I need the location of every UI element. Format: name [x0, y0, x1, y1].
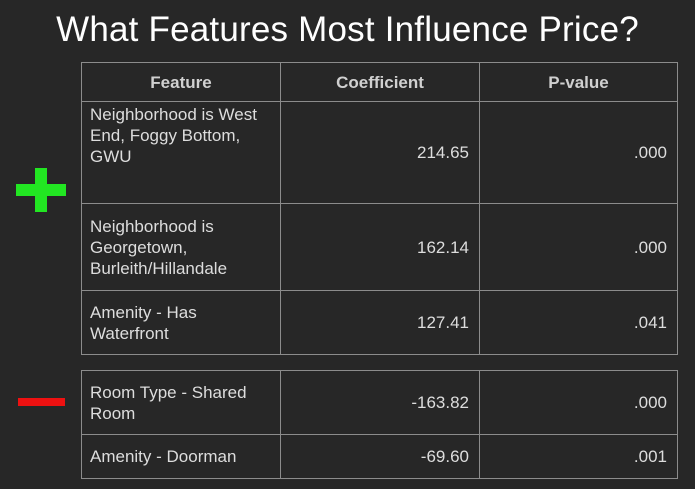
feature-cell: Neighborhood is Georgetown, Burleith/Hil…	[81, 203, 281, 291]
p-value-cell: .000	[479, 101, 678, 204]
header-p-value: P-value	[479, 62, 678, 102]
header-feature: Feature	[81, 62, 281, 102]
coefficient-cell: -163.82	[280, 370, 480, 435]
table-row: Amenity - Doorman -69.60 .001	[81, 434, 678, 479]
negative-coefficients-table: Room Type - Shared Room -163.82 .000 Ame…	[81, 370, 678, 479]
table-row: Room Type - Shared Room -163.82 .000	[81, 370, 678, 435]
table-row: Neighborhood is Georgetown, Burleith/Hil…	[81, 203, 678, 291]
minus-icon	[18, 398, 65, 406]
positive-coefficients-table: Feature Coefficient P-value Neighborhood…	[81, 62, 678, 355]
p-value-cell: .001	[479, 434, 678, 479]
plus-icon	[16, 168, 66, 212]
header-coefficient: Coefficient	[280, 62, 480, 102]
coefficient-cell: 214.65	[280, 101, 480, 204]
p-value-cell: .000	[479, 203, 678, 291]
coefficient-cell: -69.60	[280, 434, 480, 479]
feature-cell: Room Type - Shared Room	[81, 370, 281, 435]
p-value-cell: .041	[479, 290, 678, 355]
feature-cell: Amenity - Doorman	[81, 434, 281, 479]
table-row: Neighborhood is West End, Foggy Bottom, …	[81, 101, 678, 204]
table-header-row: Feature Coefficient P-value	[81, 62, 678, 102]
p-value-cell: .000	[479, 370, 678, 435]
coefficient-cell: 162.14	[280, 203, 480, 291]
coefficient-cell: 127.41	[280, 290, 480, 355]
feature-cell: Amenity - Has Waterfront	[81, 290, 281, 355]
feature-cell: Neighborhood is West End, Foggy Bottom, …	[81, 101, 281, 204]
page-title: What Features Most Influence Price?	[56, 10, 639, 49]
table-row: Amenity - Has Waterfront 127.41 .041	[81, 290, 678, 355]
